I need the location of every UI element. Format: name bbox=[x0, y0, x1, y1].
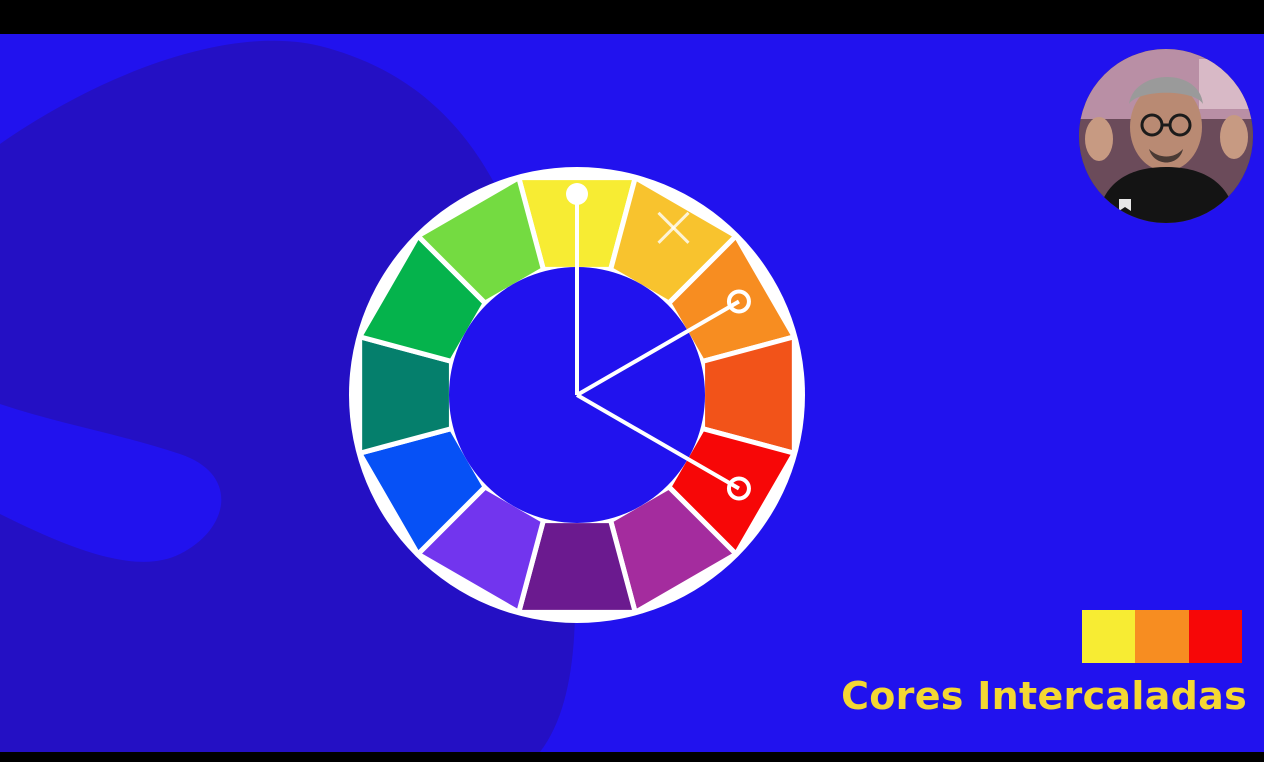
caption-title: Cores Intercaladas bbox=[841, 674, 1247, 718]
pointer-ring-icon bbox=[726, 289, 751, 314]
background-shape bbox=[0, 40, 576, 752]
pointer-red bbox=[575, 393, 740, 491]
presenter-webcam bbox=[1079, 49, 1253, 223]
color-wheel bbox=[349, 167, 805, 623]
presenter-avatar bbox=[1079, 49, 1253, 223]
excluded-x-icon bbox=[657, 211, 690, 244]
letterbox-bottom bbox=[0, 752, 1264, 762]
pointer-dot-icon bbox=[566, 183, 588, 205]
letterbox-top bbox=[0, 0, 1264, 34]
video-frame: Cores Intercaladas bbox=[0, 34, 1264, 752]
wheel-segment-yellow-green bbox=[415, 175, 546, 306]
swatch-yellow bbox=[1082, 610, 1136, 663]
pointer-orange bbox=[575, 299, 740, 397]
swatch-strip bbox=[1082, 610, 1242, 663]
swatch-red bbox=[1188, 610, 1242, 663]
swatch-orange bbox=[1135, 610, 1189, 663]
pointer-ring-icon bbox=[726, 476, 751, 501]
